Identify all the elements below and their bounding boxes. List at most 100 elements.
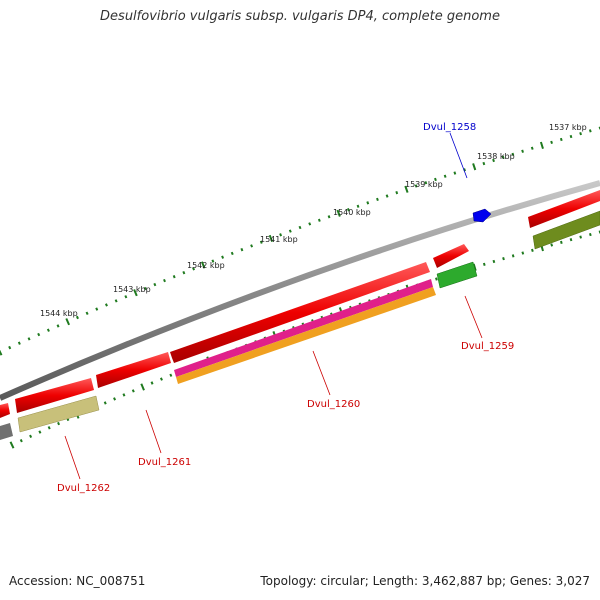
- leader-dvul-1262: [64, 435, 81, 480]
- scale-tick-minor: [559, 137, 563, 142]
- scale-tick-minor: [172, 275, 176, 279]
- scale-tick-minor: [163, 278, 166, 283]
- scale-tick-minor: [530, 146, 534, 150]
- scale-tick-minor: [143, 286, 147, 291]
- scale-tick-minor: [356, 204, 360, 208]
- scale-tick-minor: [240, 247, 244, 252]
- gene-label-dvul-1258[interactable]: Dvul_1258: [423, 122, 476, 133]
- inner-tick-minor: [560, 240, 563, 244]
- inner-tick-major: [140, 383, 145, 391]
- leader-dvul-1261: [145, 409, 162, 454]
- inner-tick-minor: [550, 243, 554, 247]
- scale-tick-minor: [46, 328, 50, 332]
- inner-tick-minor: [589, 232, 592, 237]
- scale-tick-minor: [346, 208, 350, 212]
- scale-label-1540: 1540 kbp: [333, 208, 371, 217]
- cds-track: [0, 210, 600, 440]
- scale-label-1539: 1539 kbp: [405, 180, 443, 189]
- gene-dvul-1262[interactable]: [15, 378, 94, 413]
- scale-tick-minor: [211, 259, 215, 263]
- scale-tick-major: [472, 163, 477, 171]
- topology-summary: Topology: circular; Length: 3,462,887 bp…: [260, 574, 590, 588]
- scale-tick-minor: [317, 218, 321, 222]
- scale-tick-minor: [385, 194, 389, 198]
- scale-tick-minor: [250, 244, 254, 248]
- cds-dvul-1260-orange[interactable]: [176, 287, 436, 384]
- leader-dvul-1259: [464, 295, 483, 339]
- scale-tick-minor: [511, 152, 515, 156]
- cds-dvul-1259[interactable]: [436, 261, 478, 289]
- gene-dvul-1263[interactable]: [0, 403, 10, 418]
- gene-dvul-1260[interactable]: [170, 262, 430, 363]
- scale-tick-minor: [8, 345, 12, 350]
- inner-tick-minor: [521, 251, 525, 255]
- scale-tick-major: [336, 209, 341, 217]
- scale-tick-minor: [308, 222, 312, 226]
- scale-tick-minor: [192, 267, 196, 271]
- inner-tick-minor: [569, 238, 573, 242]
- scale-tick-major: [268, 234, 274, 243]
- scale-tick-minor: [279, 233, 283, 237]
- scale-tick-minor: [259, 240, 263, 244]
- cds-dvul-1263[interactable]: [0, 423, 13, 440]
- scale-tick-minor: [482, 161, 486, 166]
- inner-tick-minor: [103, 401, 107, 405]
- scale-tick-minor: [434, 177, 437, 182]
- inner-tick-minor: [579, 235, 582, 239]
- inner-tick-minor: [131, 389, 135, 393]
- scale-tick-minor: [114, 299, 118, 303]
- scale-tick-major: [65, 318, 71, 326]
- inner-tick-minor: [531, 248, 534, 252]
- scale-tick-minor: [153, 282, 157, 287]
- gene-dvul-1259[interactable]: [433, 244, 469, 268]
- leader-dvul-1260: [312, 350, 331, 396]
- gene-label-dvul-1261[interactable]: Dvul_1261: [138, 457, 191, 468]
- scale-label-1543: 1543 kbp: [113, 285, 151, 294]
- gene-track-forward: [0, 190, 600, 418]
- cds-dvul-1262[interactable]: [17, 395, 100, 433]
- scale-tick-minor: [569, 134, 573, 139]
- scale-tick-major: [200, 261, 206, 269]
- scale-tick-minor: [124, 295, 128, 299]
- scale-label-1541: 1541 kbp: [260, 235, 298, 244]
- scale-tick-minor: [27, 337, 31, 341]
- scale-tick-minor: [424, 181, 428, 185]
- genome-backbone: [0, 180, 600, 401]
- scale-label-1537: 1537 kbp: [549, 123, 587, 132]
- scale-tick-minor: [85, 311, 89, 316]
- scale-ticks: [0, 126, 600, 356]
- scale-tick-minor: [221, 255, 225, 259]
- scale-tick-minor: [395, 190, 399, 195]
- scale-tick-minor: [95, 307, 99, 311]
- inner-tick-minor: [435, 277, 438, 281]
- gene-label-dvul-1260[interactable]: Dvul_1260: [307, 399, 360, 410]
- gene-dvul-1257[interactable]: [528, 190, 600, 228]
- cds-dvul-1257[interactable]: [532, 210, 600, 250]
- cds-dvul-1260-pink[interactable]: [174, 279, 433, 377]
- scale-tick-minor: [75, 315, 79, 320]
- scale-tick-minor: [579, 132, 582, 136]
- scale-tick-minor: [453, 171, 457, 175]
- scale-tick-minor: [182, 271, 186, 275]
- gene-dvul-1261[interactable]: [96, 352, 171, 388]
- scale-tick-minor: [550, 140, 553, 144]
- scale-tick-minor: [501, 155, 505, 159]
- scale-tick-major: [539, 141, 544, 149]
- scale-label-1542: 1542 kbp: [187, 261, 225, 270]
- gene-label-dvul-1259[interactable]: Dvul_1259: [461, 341, 514, 352]
- scale-tick-minor: [414, 184, 418, 188]
- inner-tick-minor: [169, 373, 173, 377]
- scale-tick-minor: [366, 201, 370, 205]
- inner-tick-minor: [511, 254, 515, 258]
- scale-tick-minor: [463, 168, 466, 172]
- scale-tick-minor: [56, 324, 60, 328]
- inner-tick-minor: [122, 393, 126, 397]
- scale-tick-minor: [37, 332, 41, 337]
- gene-dvul-1258[interactable]: [472, 208, 492, 223]
- inner-tick-minor: [38, 430, 42, 434]
- scale-tick-minor: [521, 149, 524, 153]
- inner-tick-minor: [29, 434, 33, 439]
- gene-label-dvul-1262[interactable]: Dvul_1262: [57, 483, 110, 494]
- scale-tick-minor: [588, 129, 592, 133]
